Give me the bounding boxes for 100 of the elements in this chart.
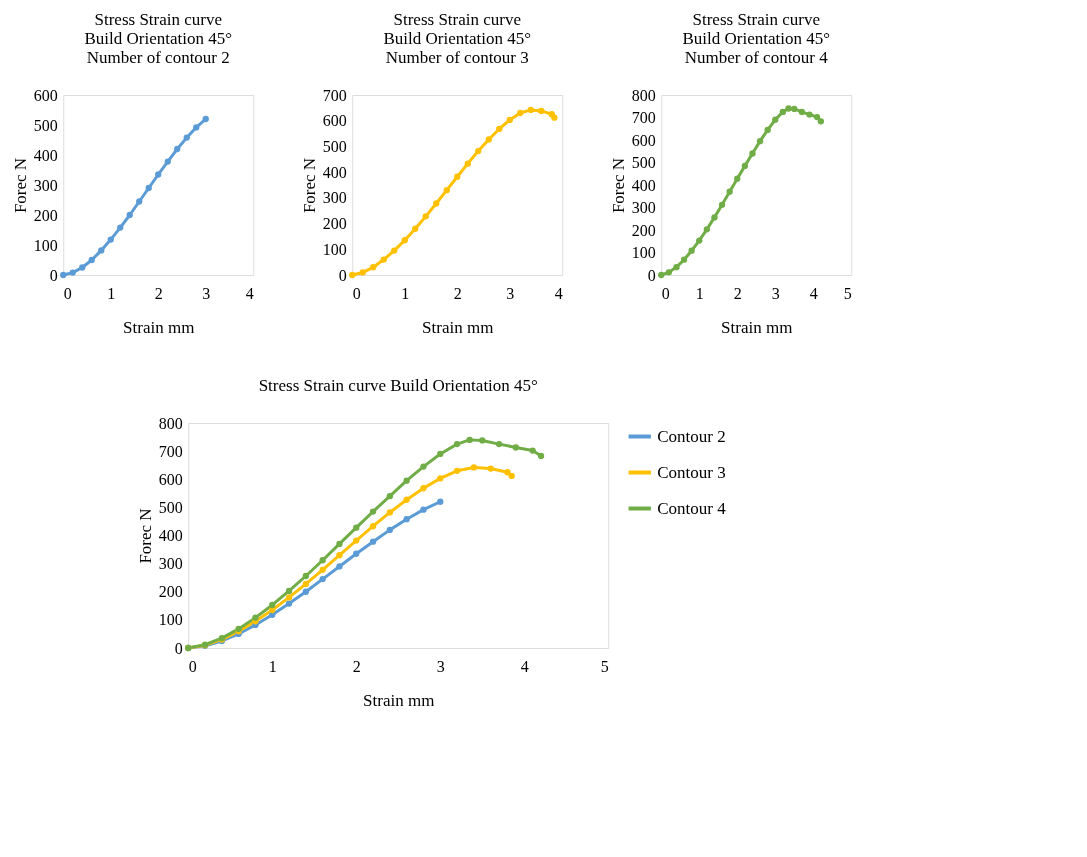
point bbox=[369, 508, 377, 515]
x-tick-label: 3 bbox=[506, 284, 515, 302]
point bbox=[319, 566, 326, 573]
point bbox=[454, 173, 461, 180]
point bbox=[437, 498, 444, 505]
point bbox=[319, 557, 326, 564]
y-tick-label: 500 bbox=[631, 154, 656, 171]
x-tick-label: 0 bbox=[661, 284, 670, 302]
y-axis-title: Forec N bbox=[10, 157, 30, 214]
x-tick-label: 1 bbox=[401, 284, 410, 302]
point bbox=[420, 485, 427, 492]
point bbox=[437, 450, 444, 458]
point bbox=[741, 162, 749, 170]
point bbox=[386, 492, 394, 500]
point bbox=[98, 247, 105, 254]
point bbox=[391, 247, 398, 254]
chart-title: Stress Strain curve Build Orientation 45° Number of contour 2 bbox=[84, 10, 233, 67]
y-tick-label: 300 bbox=[631, 199, 656, 216]
y-axis-title: Forec N bbox=[608, 157, 628, 214]
y-tick-label: 400 bbox=[33, 146, 58, 164]
point bbox=[485, 136, 492, 143]
point bbox=[680, 256, 688, 263]
x-tick-label: 2 bbox=[352, 657, 361, 675]
point bbox=[60, 271, 67, 279]
x-tick-label: 0 bbox=[188, 657, 197, 675]
point bbox=[174, 145, 181, 153]
x-axis-title: Strain mm bbox=[123, 317, 195, 337]
x-tick-label: 5 bbox=[843, 284, 852, 302]
legend-label: Contour 3 bbox=[657, 462, 726, 482]
x-axis-title: Strain mm bbox=[422, 317, 494, 337]
y-tick-label: 0 bbox=[647, 266, 656, 284]
point bbox=[183, 134, 190, 141]
point bbox=[813, 113, 821, 121]
point bbox=[420, 463, 427, 470]
point bbox=[817, 118, 825, 125]
x-tick-label: 2 bbox=[733, 284, 742, 302]
point bbox=[79, 264, 86, 271]
point bbox=[504, 469, 511, 476]
point bbox=[349, 271, 356, 279]
x-tick-label: 3 bbox=[202, 284, 211, 302]
point bbox=[412, 225, 419, 232]
x-tick-label: 0 bbox=[63, 284, 72, 302]
point bbox=[443, 186, 450, 194]
chart-title: Stress Strain curve Build Orientation 45° bbox=[258, 376, 538, 395]
point bbox=[285, 594, 293, 601]
y-tick-label: 0 bbox=[49, 266, 58, 284]
x-tick-label: 4 bbox=[245, 284, 254, 302]
point bbox=[756, 137, 764, 145]
point bbox=[703, 226, 711, 233]
point bbox=[193, 124, 200, 131]
point bbox=[403, 496, 410, 503]
point bbox=[386, 509, 394, 516]
point bbox=[107, 236, 114, 243]
y-tick-label: 100 bbox=[631, 244, 656, 261]
y-axis-title: Forec N bbox=[299, 157, 319, 214]
point bbox=[772, 116, 779, 123]
x-tick-label: 3 bbox=[771, 284, 780, 302]
point bbox=[319, 575, 326, 583]
point bbox=[764, 126, 771, 134]
y-tick-label: 600 bbox=[322, 112, 347, 130]
point bbox=[369, 523, 377, 530]
x-tick-label: 1 bbox=[107, 284, 116, 302]
point bbox=[466, 436, 473, 444]
point bbox=[527, 106, 534, 114]
point bbox=[353, 550, 360, 557]
point bbox=[506, 116, 513, 124]
point bbox=[496, 125, 503, 133]
point bbox=[403, 477, 410, 484]
point bbox=[126, 211, 133, 219]
point bbox=[369, 538, 377, 545]
legend-label: Contour 2 bbox=[657, 426, 726, 446]
y-tick-label: 500 bbox=[33, 116, 58, 134]
point bbox=[359, 269, 366, 276]
x-tick-label: 1 bbox=[695, 284, 704, 302]
x-tick-label: 2 bbox=[154, 284, 163, 302]
point bbox=[726, 188, 733, 195]
y-tick-label: 200 bbox=[322, 215, 347, 233]
y-tick-label: 100 bbox=[322, 240, 347, 258]
x-tick-label: 4 bbox=[809, 284, 818, 302]
point bbox=[302, 588, 310, 595]
point bbox=[117, 224, 124, 231]
point bbox=[718, 201, 726, 208]
point bbox=[269, 601, 276, 609]
y-tick-label: 400 bbox=[158, 527, 183, 544]
x-tick-label: 4 bbox=[554, 284, 563, 302]
point bbox=[537, 452, 545, 460]
point bbox=[475, 147, 482, 155]
point bbox=[711, 214, 718, 221]
point bbox=[512, 444, 520, 451]
point bbox=[529, 447, 536, 454]
point bbox=[422, 213, 429, 220]
y-tick-label: 0 bbox=[338, 266, 347, 284]
point bbox=[420, 506, 427, 513]
y-tick-label: 700 bbox=[631, 109, 656, 126]
x-tick-label: 5 bbox=[600, 657, 609, 675]
point bbox=[285, 600, 293, 607]
y-tick-label: 300 bbox=[158, 555, 183, 573]
y-tick-label: 700 bbox=[322, 86, 347, 104]
point bbox=[433, 200, 440, 207]
point bbox=[164, 158, 171, 165]
